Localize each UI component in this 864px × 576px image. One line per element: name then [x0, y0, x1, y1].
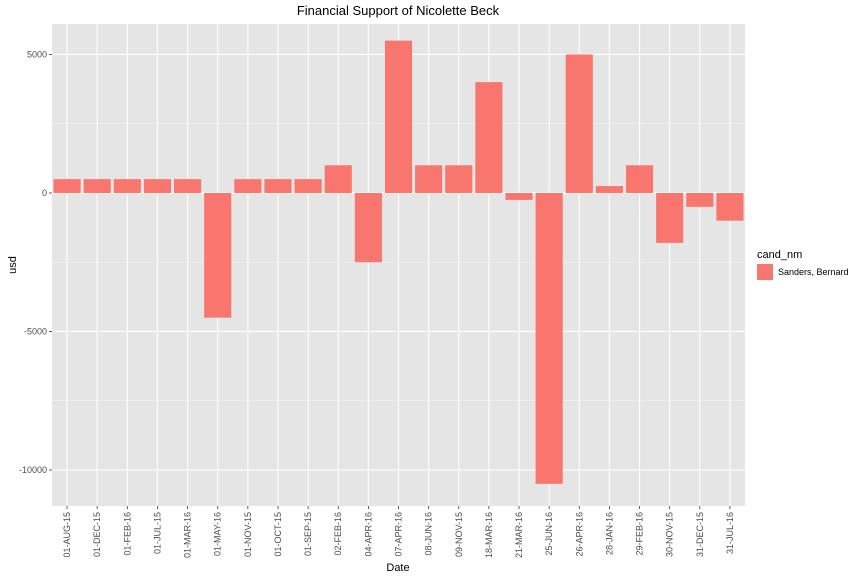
x-tick-label: 28-JAN-16	[604, 512, 614, 555]
x-tick-label: 26-APR-16	[574, 512, 584, 557]
x-tick-label: 29-FEB-16	[635, 512, 645, 556]
legend: cand_nm Sanders, Bernard	[757, 249, 849, 280]
x-tick-label: 01-SEP-15	[303, 512, 313, 556]
y-tick-label: 5000	[27, 49, 47, 59]
legend-title: cand_nm	[757, 249, 802, 261]
bar-02-feb-16	[324, 165, 352, 193]
bar-04-apr-16	[354, 192, 382, 263]
y-tick-label: -10000	[19, 465, 47, 475]
bar-layer	[53, 40, 744, 484]
axis-layer: -10000 -5000 0 5000 01-AUG-15 01-DEC-15 01-FEB…	[19, 49, 735, 558]
x-tick-label: 31-JUL-16	[725, 512, 735, 554]
bar-01-feb-16	[113, 179, 141, 193]
x-tick-label: 31-DEC-15	[695, 512, 705, 557]
bar-01-mar-16	[174, 179, 202, 193]
bar-21-mar-16	[505, 192, 533, 200]
legend-label: Sanders, Bernard	[778, 267, 849, 277]
bar-01-jul-15	[143, 179, 172, 193]
x-tick-label: 25-JUN-16	[544, 512, 554, 556]
x-tick-label: 01-MAR-16	[183, 512, 193, 558]
y-axis-title: usd	[7, 256, 19, 274]
bar-07-apr-16	[384, 40, 413, 193]
bar-01-oct-15	[264, 179, 292, 193]
x-tick-label: 01-MAY-16	[213, 512, 223, 556]
bar-26-apr-16	[565, 54, 593, 193]
bar-31-jul-16	[716, 192, 744, 221]
legend-key	[757, 264, 773, 280]
x-tick-label: 01-FEB-16	[122, 512, 132, 556]
x-tick-label: 01-NOV-15	[243, 512, 253, 557]
chart-title: Financial Support of Nicolette Beck	[297, 3, 500, 18]
bar-25-jun-16	[535, 192, 563, 484]
x-tick-label: 04-APR-16	[363, 512, 373, 557]
x-tick-label: 09-NOV-15	[454, 512, 464, 557]
x-tick-label: 21-MAR-16	[514, 512, 524, 558]
bar-30-nov-15	[656, 192, 684, 243]
bar-01-may-16	[204, 192, 232, 318]
y-tick-label: 0	[42, 188, 47, 198]
x-tick-label: 08-JUN-16	[424, 512, 434, 556]
bar-28-jan-16	[595, 186, 623, 193]
x-tick-label: 01-AUG-15	[62, 512, 72, 558]
bar-01-sep-15	[294, 179, 322, 193]
bar-01-dec-15	[83, 179, 111, 193]
x-tick-label: 30-NOV-15	[665, 512, 675, 557]
x-tick-label: 07-APR-16	[394, 512, 404, 557]
x-tick-label: 01-OCT-15	[273, 512, 283, 557]
x-tick-label: 18-MAR-16	[484, 512, 494, 558]
grid-layer	[52, 24, 745, 506]
x-tick-label: 01-DEC-15	[92, 512, 102, 557]
bar-29-feb-16	[625, 165, 654, 193]
x-tick-label: 01-JUL-15	[152, 512, 162, 554]
bar-01-nov-15	[234, 179, 262, 193]
bar-08-jun-16	[415, 165, 443, 193]
x-axis-title: Date	[386, 562, 409, 574]
y-tick-label: -5000	[24, 326, 47, 336]
bar-01-aug-15	[53, 179, 81, 193]
bar-31-dec-15	[686, 192, 714, 207]
bar-18-mar-16	[475, 82, 503, 193]
x-tick-label: 02-FEB-16	[333, 512, 343, 556]
bar-09-nov-15	[445, 165, 473, 193]
